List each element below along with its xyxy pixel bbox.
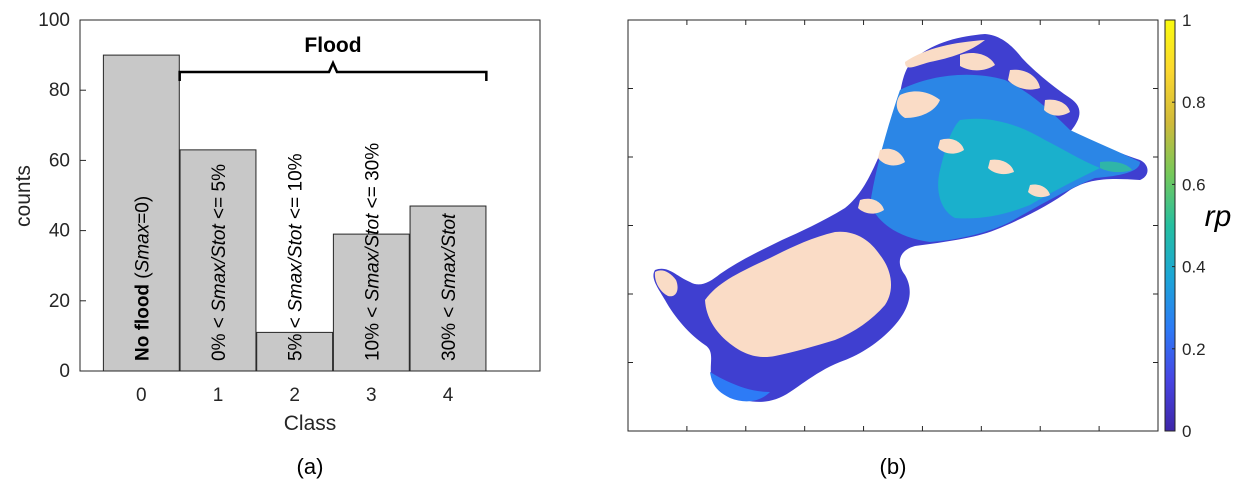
bar-label-class-2: 5% < Smax/Stot <= 10% (286, 153, 307, 361)
y-tick-label: 40 (49, 221, 70, 242)
land-block-6 (988, 159, 1014, 175)
y-tick-label: 0 (59, 361, 70, 382)
land-area-west-tip (654, 270, 678, 297)
colorbar-tick-label: 1 (1182, 11, 1191, 30)
y-axis-label: counts (12, 165, 35, 227)
flood-map-image (653, 34, 1148, 402)
colorbar-tick-label: 0.2 (1182, 340, 1206, 359)
colorbar-tick-label: 0.4 (1182, 258, 1206, 277)
y-axis-ticks: 0 20 40 60 80 100 (38, 10, 86, 382)
bar-class-3 (332, 233, 410, 372)
flooded-edge-green (1100, 161, 1132, 173)
y-tick-label: 20 (49, 291, 70, 312)
x-tick-label: 4 (443, 385, 454, 406)
x-tick-label: 3 (366, 385, 377, 406)
x-tick-label: 1 (213, 385, 224, 406)
colorbar-tick-label: 0.8 (1182, 93, 1206, 112)
land-block-8 (858, 198, 884, 214)
y-tick-label: 60 (49, 150, 70, 171)
panel-label-b: (b) (880, 454, 907, 479)
bar-label-class-0: No flood (Smax=0) (132, 196, 153, 361)
bar-class-1 (179, 149, 257, 372)
x-tick-label: 0 (136, 385, 147, 406)
colorbar (1164, 19, 1176, 432)
bar-label-class-3: 10% < Smax/Stot <= 30% (362, 143, 383, 361)
flood-bracket (178, 59, 488, 81)
map-panel: 0 0.2 0.4 0.6 0.8 1 rp (b) (627, 11, 1232, 479)
bars (102, 54, 487, 372)
flooded-water-high-rp (938, 118, 1100, 219)
land-block-7 (1028, 184, 1050, 198)
flood-bracket-label: Flood (304, 34, 361, 57)
land-block-3 (1008, 69, 1040, 90)
land-block-9 (1044, 99, 1070, 116)
bar-label-class-1: 0% < Smax/Stot <= 5% (209, 164, 230, 361)
land-block-1 (896, 91, 940, 118)
x-axis-label: Class (284, 412, 337, 435)
y-tick-label: 80 (49, 80, 70, 101)
map-axis-ticks (628, 20, 1158, 431)
colorbar-tick-label: 0.6 (1182, 175, 1206, 194)
colorbar-tick-label: 0 (1182, 422, 1191, 441)
x-tick-label: 2 (289, 385, 300, 406)
bar-label-class-4: 30% < Smax/Stot (439, 213, 460, 361)
bar-class-4 (409, 205, 487, 372)
land-block-5 (938, 138, 964, 154)
panel-label-a: (a) (297, 454, 324, 479)
y-tick-label: 100 (38, 10, 70, 31)
land-block-4 (878, 148, 905, 166)
flooded-water-edge (710, 372, 770, 402)
colorbar-title: rp (1205, 200, 1232, 233)
bar-class-0 (102, 54, 180, 372)
land-area-main (705, 231, 892, 358)
bar-labels: No flood (Smax=0) 0% < Smax/Stot <= 5% 5% … (132, 143, 460, 361)
bar-class-2 (256, 331, 334, 372)
land-block-2 (960, 53, 995, 71)
land-area-north (905, 40, 985, 68)
colorbar-ticks: 0 0.2 0.4 0.6 0.8 1 (1172, 11, 1206, 441)
bar-chart-panel: 0 20 40 60 80 100 0 1 2 3 4 No flood (Smax=0) 0% <… (12, 10, 541, 479)
